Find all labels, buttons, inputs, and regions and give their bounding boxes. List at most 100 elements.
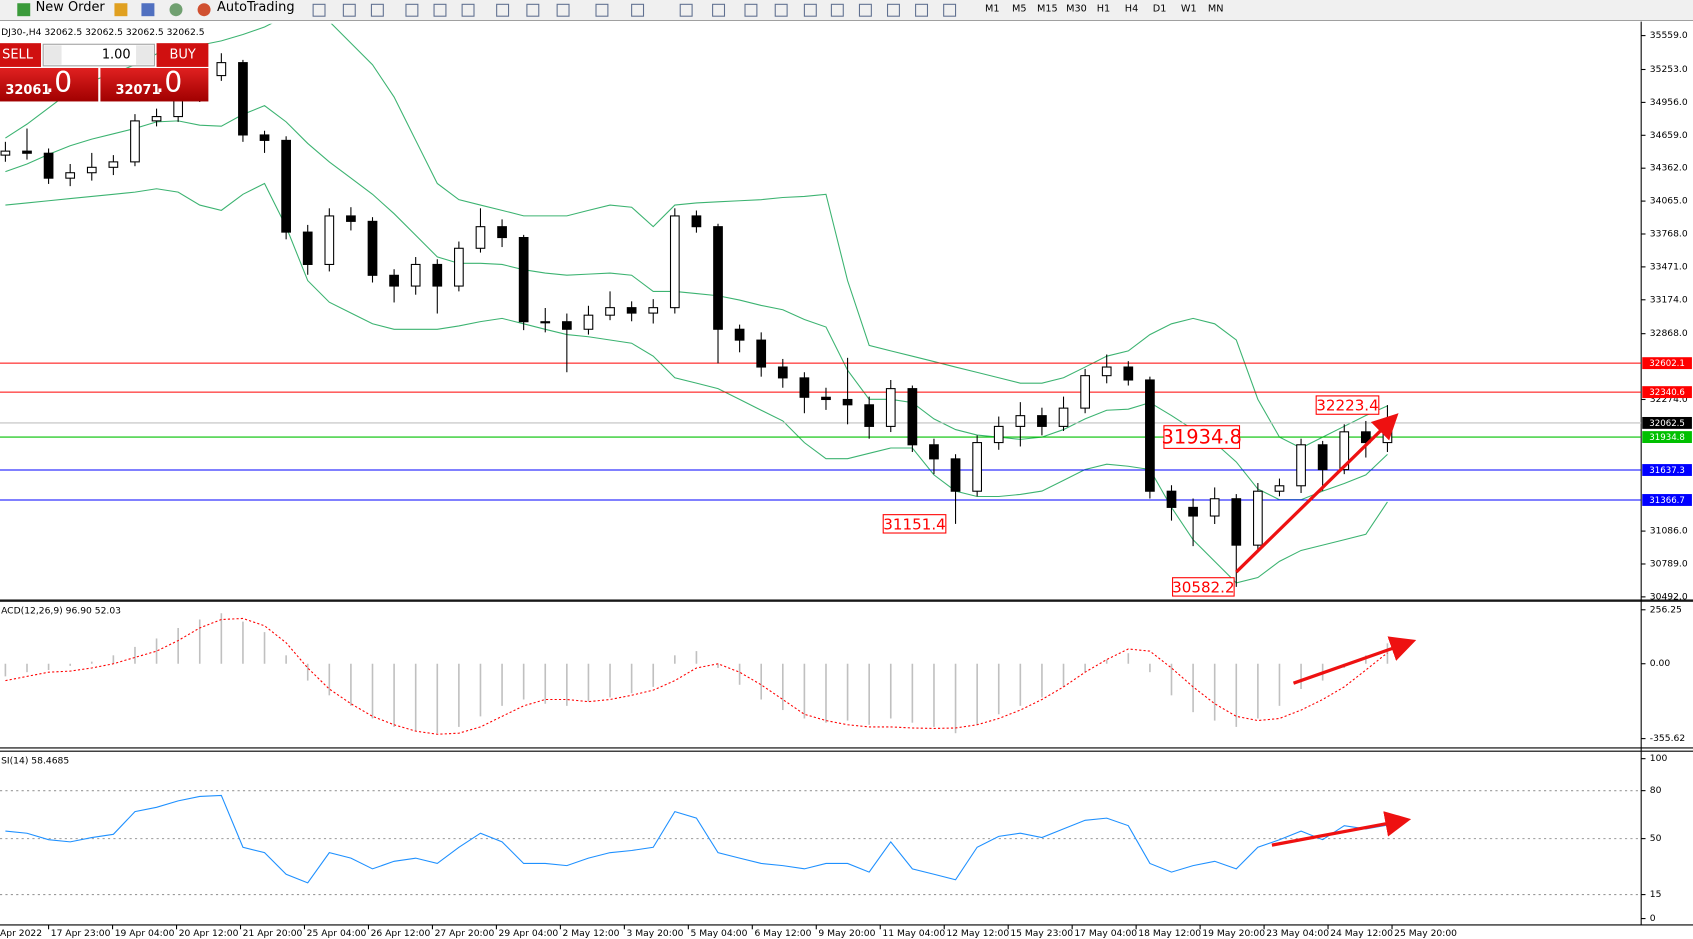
buy-button[interactable] [156,43,209,67]
toolbar-icon[interactable] [141,3,155,17]
toolbar-icon[interactable] [943,3,957,17]
lot-value[interactable]: 1.00 [102,48,131,63]
toolbar-icon[interactable] [858,3,872,17]
x-tick-label: 24 May 12:00 [1330,928,1393,939]
lot-up[interactable] [136,45,154,65]
bid-box[interactable] [0,67,99,102]
level-price-box [1642,431,1692,443]
rsi-line [5,794,1388,884]
timeframe-button[interactable]: D1 [1153,4,1167,15]
x-tick-label: 25 Apr 04:00 [307,928,367,939]
level-price-label: 32062.5 [1649,419,1685,429]
toolbar-icon[interactable] [312,3,326,17]
candle-body [713,226,723,330]
y-tick-label: 100 [1650,753,1668,764]
toolbar-icon[interactable] [526,3,540,17]
candle-body [518,236,529,323]
price-annotation-box [1163,425,1241,449]
candle-body [346,215,356,222]
toolbar-icon[interactable] [496,3,510,17]
sell-label[interactable]: SELL [2,48,34,63]
timeframe-button[interactable]: MN [1208,4,1224,15]
indicator-title: DJ30-,H4 32062.5 32062.5 32062.5 32062.5 [1,27,205,38]
new-order-icon[interactable] [17,3,31,17]
candle-body [1166,490,1177,508]
timeframe-button[interactable]: M30 [1066,4,1087,15]
toolbar-icons [312,3,957,17]
toolbar-icon[interactable] [405,3,419,17]
candle-body [1317,444,1328,471]
candle-body [86,166,97,174]
y-tick-label: 32868.0 [1650,328,1688,339]
toolbar-icon[interactable] [830,3,844,17]
y-tick-label: 34659.0 [1650,130,1688,141]
candle-body [1015,415,1026,427]
y-tick-label: 0.00 [1650,658,1671,669]
candle-body [389,274,399,287]
candle-body [1209,498,1220,517]
price-annotation-box [882,514,947,534]
auto-trading-icon[interactable] [197,3,211,17]
bid-pips: .0 [45,66,72,99]
toolbar [0,0,1693,21]
toolbar-icon[interactable] [595,3,609,17]
toolbar-icon[interactable] [631,3,645,17]
ask-price: 32071 [116,83,161,98]
toolbar-icon[interactable] [712,3,726,17]
toolbar-icon[interactable] [744,3,758,17]
timeframe-button[interactable]: M1 [985,4,1000,15]
candle-body [583,314,594,330]
x-tick-label: 5 May 04:00 [690,928,747,939]
indicator-title: ACD(12,26,9) 96.90 52.03 [1,605,121,616]
timeframe-button[interactable]: H4 [1125,4,1138,15]
toolbar-icon[interactable] [556,3,570,17]
candle-body [1037,415,1047,427]
sell-button[interactable] [0,43,42,67]
candle-body [1339,431,1350,471]
x-tick-label: 25 May 20:00 [1394,928,1457,939]
ask-pips: .0 [155,66,182,99]
y-tick-label: 34956.0 [1650,97,1688,108]
y-tick-label: 34362.0 [1650,163,1688,174]
candle-body [475,226,486,249]
lot-input[interactable] [42,43,155,67]
y-tick-label: 33471.0 [1650,261,1688,272]
toolbar-icon[interactable] [433,3,447,17]
ask-box[interactable] [100,67,209,102]
timeframe-button[interactable]: M5 [1012,4,1027,15]
y-tick-label: 33768.0 [1650,228,1688,239]
auto-trading-button[interactable]: AutoTrading [217,0,295,15]
toolbar-icon[interactable] [461,3,475,17]
toolbar-icon[interactable] [169,3,183,17]
candle-body [1360,431,1371,444]
candle-body [432,263,443,287]
toolbar-icon[interactable] [774,3,788,17]
lot-down[interactable] [44,45,62,65]
chart-panels: DJ30-,H4 32062.5 32062.5 32062.5 32062.5… [0,21,1693,939]
candle-body [907,388,918,446]
candle-body [1101,366,1112,377]
toolbar-icon[interactable] [803,3,817,17]
toolbar-icon[interactable] [679,3,693,17]
toolbar-icon[interactable] [915,3,929,17]
candle-body [669,215,680,309]
level-price-label: 32340.6 [1649,388,1685,398]
candle-body [1080,375,1090,409]
price-annotation: 31934.8 [1162,426,1242,449]
new-order-button[interactable]: New Order [36,0,106,15]
toolbar-icon[interactable] [886,3,900,17]
candle-body [22,150,32,154]
toolbar-icon[interactable] [114,3,128,17]
y-tick-label: 33174.0 [1650,294,1688,305]
x-tick-label: 26 Apr 12:00 [371,928,431,939]
buy-label[interactable]: BUY [170,48,196,63]
timeframe-button[interactable]: W1 [1181,4,1197,15]
timeframe-button[interactable]: M15 [1037,4,1058,15]
candle-body [65,172,76,179]
x-tick-label: 17 Apr 23:00 [51,928,111,939]
timeframe-button[interactable]: H1 [1097,4,1110,15]
toolbar-icon[interactable] [342,3,356,17]
y-tick-label: 80 [1650,785,1662,796]
toolbar-icon[interactable] [370,3,384,17]
candle-body [1253,490,1263,546]
